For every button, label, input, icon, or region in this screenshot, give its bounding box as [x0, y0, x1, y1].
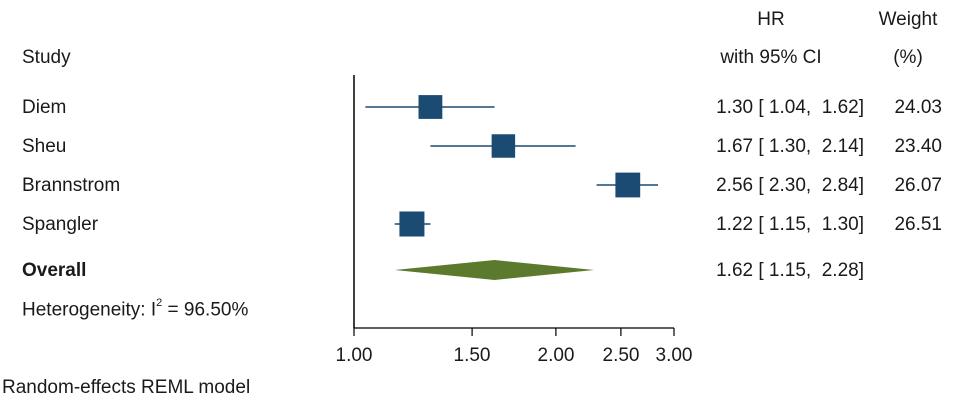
x-tick-label: 2.50	[602, 345, 640, 366]
model-footnote: Random-effects REML model	[2, 377, 251, 398]
x-tick-label: 1.00	[335, 345, 373, 366]
study-marker-sheu	[491, 134, 516, 158]
hr-column-header-line2: with 95% CI	[720, 47, 822, 68]
study-name-sheu: Sheu	[22, 136, 67, 157]
ci-text-brannstrom: 2.56 [ 2.30, 2.84]	[716, 175, 864, 196]
ci-text-overall: 1.62 [ 1.15, 2.28]	[716, 260, 864, 281]
weight-brannstrom: 26.07	[894, 175, 942, 196]
ci-text-diem: 1.30 [ 1.04, 1.62]	[716, 97, 864, 118]
study-marker-brannstrom	[615, 172, 641, 198]
heterogeneity-prefix: Heterogeneity: I	[22, 299, 157, 321]
study-name-diem: Diem	[22, 97, 67, 118]
overall-label: Overall	[22, 260, 87, 281]
study-name-spangler: Spangler	[22, 214, 99, 235]
study-marker-spangler	[399, 211, 425, 237]
weight-sheu: 23.40	[894, 136, 942, 157]
ci-text-sheu: 1.67 [ 1.30, 2.14]	[716, 136, 864, 157]
study-column-header: Study	[22, 47, 71, 68]
heterogeneity-value: = 96.50%	[162, 299, 249, 321]
x-tick-label: 1.50	[453, 345, 491, 366]
study-name-brannstrom: Brannstrom	[22, 175, 121, 196]
weight-spangler: 26.51	[894, 214, 942, 235]
heterogeneity-text: Heterogeneity: I2 = 96.50%	[22, 297, 249, 321]
ci-text-spangler: 1.22 [ 1.15, 1.30]	[716, 214, 864, 235]
weight-column-header-line1: Weight	[878, 9, 938, 30]
heterogeneity-superscript: 2	[156, 297, 163, 309]
hr-column-header-line1: HR	[757, 9, 785, 30]
weight-column-header-line2: (%)	[893, 47, 923, 68]
study-marker-diem	[418, 95, 443, 119]
x-tick-label: 2.00	[537, 345, 575, 366]
overall-diamond	[394, 260, 595, 280]
x-tick-label: 3.00	[655, 345, 693, 366]
weight-diem: 24.03	[894, 97, 942, 118]
